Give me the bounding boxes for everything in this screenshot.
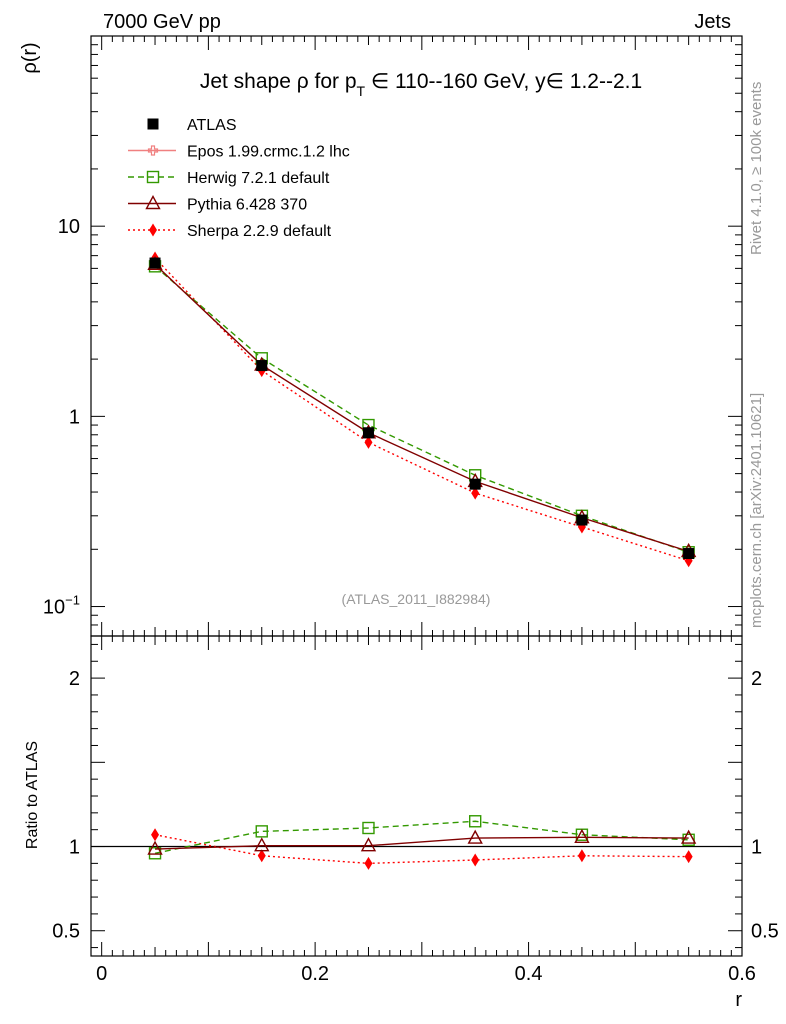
atlas-point [469, 478, 481, 490]
series-herwig [148, 260, 695, 559]
main-y-tick-label: 10 [58, 216, 80, 238]
sherpa-point [364, 435, 373, 449]
legend-label-sherpa: Sherpa 2.2.9 default [187, 223, 332, 240]
ratio-y-tick-label: 1 [69, 837, 80, 859]
ratio-pythia-point [467, 829, 483, 844]
ratio-y-tick-label: 2 [69, 668, 80, 690]
main-y-tick-label: 1 [69, 406, 80, 428]
rivet-label: Rivet 4.1.0, ≥ 100k events [748, 82, 765, 255]
plot-title: Jet shape ρ for pT ∈ 110--160 GeV, y∈ 1.… [200, 70, 642, 99]
atlas-point [362, 427, 374, 439]
legend-marker-epos [147, 145, 159, 156]
legend-marker-sherpa [149, 223, 157, 237]
atlas-point [576, 514, 588, 526]
main-y-tick-label: 10−1 [43, 593, 80, 619]
legend-item-pythia: Pythia 6.428 370 [128, 195, 307, 214]
ratio-pythia-point [254, 837, 270, 852]
series-atlas [149, 257, 695, 560]
ratio-y-axis-label: Ratio to ATLAS [24, 741, 41, 849]
ratio-herwig-point [255, 825, 268, 838]
header-left: 7000 GeV pp [103, 11, 221, 33]
ratio-herwig-point [362, 821, 375, 835]
plot-title-sub: T [357, 83, 366, 99]
ratio-pythia-point [574, 828, 590, 843]
ratio-series-pythia [147, 828, 697, 855]
atlas-point [149, 257, 161, 269]
ratio-sherpa-line [154, 834, 689, 865]
ratio-series-sherpa [151, 828, 693, 870]
legend-item-sherpa: Sherpa 2.2.9 default [128, 223, 332, 240]
atlas-point [256, 360, 268, 372]
ratio-sherpa-point [471, 853, 480, 867]
legend-marker-pythia [145, 195, 161, 210]
ratio-pythia-point [147, 840, 163, 855]
main-plot-panel: 10 1 10−1 ρ(r) Jet shape ρ for pT ∈ 110--1… [19, 35, 743, 637]
analysis-watermark: (ATLAS_2011_I882984) [342, 591, 491, 607]
series-sherpa [151, 251, 693, 568]
ratio-plot-panel: 2 2 1 1 0.5 0.5 0 0.2 0.4 0.6 Ratio to ATLAS r [24, 635, 779, 1011]
legend: ATLAS Epos 1.99.crmc.1.2 lhc Herwig 7.2.1 … [128, 117, 350, 240]
legend-item-herwig: Herwig 7.2.1 default [128, 170, 330, 187]
main-series [147, 251, 697, 568]
legend-item-atlas: ATLAS [147, 117, 237, 134]
x-tick-label: 0.4 [515, 963, 543, 985]
plot-title-pre: Jet shape ρ for p [200, 70, 357, 93]
series-pythia [147, 255, 697, 558]
ratio-sherpa-point [257, 849, 266, 863]
x-tick-label: 0.6 [728, 963, 756, 985]
pythia-line [154, 263, 689, 553]
ratio-herwig-point [468, 815, 482, 828]
ratio-series [147, 815, 697, 870]
plot-title-post: ∈ 110--160 GeV, y∈ 1.2--2.1 [365, 70, 642, 93]
ratio-y-tick-label: 0.5 [52, 921, 80, 943]
sherpa-point [471, 486, 480, 500]
x-tick-label: 0.2 [301, 963, 329, 985]
sherpa-line [154, 257, 689, 562]
ratio-sherpa-point [684, 850, 693, 864]
ratio-plot-frame [90, 635, 743, 957]
atlas-point [683, 548, 695, 560]
ratio-pythia-point [680, 829, 697, 844]
legend-label-epos: Epos 1.99.crmc.1.2 lhc [187, 144, 350, 161]
ratio-y-tick-label-right: 1 [751, 837, 762, 859]
legend-label-pythia: Pythia 6.428 370 [187, 197, 307, 214]
ratio-sherpa-point [364, 856, 373, 870]
main-ticks [91, 35, 743, 637]
legend-marker-herwig [146, 170, 160, 184]
ratio-y-tick-labels: 2 2 1 1 0.5 0.5 [52, 668, 779, 943]
ratio-pythia-line [155, 836, 689, 850]
x-tick-labels: 0 0.2 0.4 0.6 [96, 963, 756, 985]
legend-item-epos: Epos 1.99.crmc.1.2 lhc [128, 144, 350, 161]
herwig-line [154, 265, 689, 553]
ratio-sherpa-point [577, 849, 586, 863]
legend-marker-atlas [147, 118, 159, 130]
ratio-y-tick-label-right: 0.5 [751, 921, 779, 943]
mcplots-label: mcplots.cern.ch [arXiv:2401.10621] [748, 393, 765, 628]
ratio-y-tick-label-right: 2 [751, 668, 762, 690]
x-axis-label: r [735, 989, 742, 1011]
x-tick-label: 0 [96, 963, 107, 985]
main-y-tick-labels: 10 1 10−1 [43, 216, 80, 618]
ratio-sherpa-point [151, 828, 160, 842]
main-y-axis-label: ρ(r) [19, 42, 41, 73]
header-right: Jets [694, 11, 731, 33]
ratio-ticks [91, 636, 743, 956]
ratio-pythia-point [360, 837, 377, 852]
legend-label-herwig: Herwig 7.2.1 default [187, 170, 330, 187]
ratio-herwig-line [154, 820, 689, 854]
legend-label-atlas: ATLAS [187, 117, 237, 134]
